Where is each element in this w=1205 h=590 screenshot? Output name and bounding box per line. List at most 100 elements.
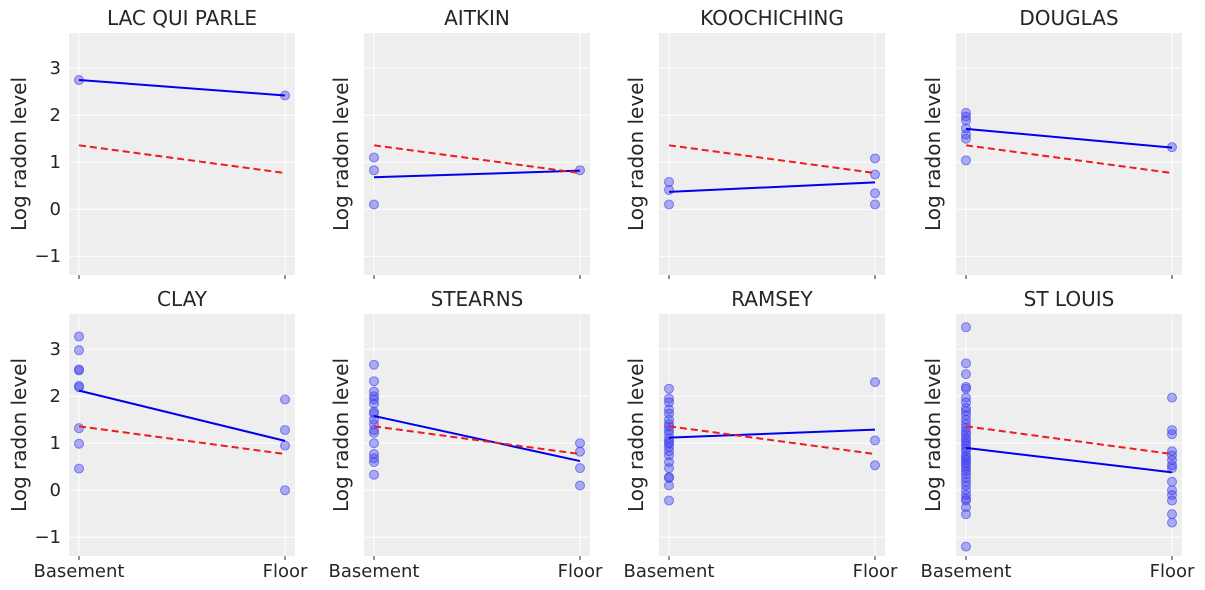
panel-6-xtick-basement: Basement bbox=[329, 561, 420, 582]
panel-7-background bbox=[659, 314, 885, 556]
panel-3-county-fit-line bbox=[668, 181, 876, 193]
panel-7-title: RAMSEY bbox=[731, 287, 813, 311]
panel-7-county-fit-line bbox=[668, 428, 876, 439]
panel-4-ylabel: Log radon level bbox=[921, 77, 945, 231]
panel-6-background bbox=[364, 314, 590, 556]
panel-4-point-basement bbox=[961, 111, 971, 122]
panel-3-point-floor bbox=[870, 188, 880, 199]
panel-1-county-fit-line bbox=[78, 78, 286, 97]
panel-5-point-floor bbox=[280, 425, 290, 436]
panel-5-point-basement bbox=[74, 331, 84, 342]
panel-2-county-fit-line bbox=[373, 169, 581, 179]
panel-7-point-basement bbox=[664, 433, 674, 444]
panel-2-title: AITKIN bbox=[444, 6, 510, 30]
panel-1-title: LAC QUI PARLE bbox=[107, 6, 257, 30]
panel-3-point-floor bbox=[870, 199, 880, 210]
panel-7-point-floor bbox=[870, 460, 880, 471]
panel-2-point-basement bbox=[369, 152, 379, 163]
panel-2-pooled-fit-line bbox=[373, 144, 581, 175]
panel-4-point-basement bbox=[961, 107, 971, 118]
panel-8-point-basement bbox=[961, 438, 971, 449]
panel-3-point-basement bbox=[664, 176, 674, 187]
panel-8-point-floor bbox=[1167, 509, 1177, 520]
panel-5-ytick-label: 3 bbox=[50, 339, 61, 360]
panel-1-ylabel: Log radon level bbox=[7, 77, 31, 231]
panel-8-xtick-basement: Basement bbox=[921, 561, 1012, 582]
panel-8-point-basement bbox=[961, 369, 971, 380]
panel-5-point-floor bbox=[280, 394, 290, 405]
panel-8-point-basement bbox=[961, 469, 971, 480]
panel-8-xtick-floor: Floor bbox=[1150, 561, 1195, 582]
panel-6-point-basement bbox=[369, 376, 379, 387]
panel-5-xtick-basement: Basement bbox=[34, 561, 125, 582]
panel-5-ytick-label: −1 bbox=[34, 527, 61, 548]
panel-7-point-basement bbox=[664, 425, 674, 436]
panel-5-point-basement bbox=[74, 423, 84, 434]
panel-7-point-basement bbox=[664, 463, 674, 474]
panel-6-point-basement bbox=[369, 469, 379, 480]
panel-5-xtick-floor: Floor bbox=[263, 561, 308, 582]
panel-1-ytick-label: 3 bbox=[50, 58, 61, 79]
panel-8-point-floor bbox=[1167, 429, 1177, 440]
panel-4-county-fit-line bbox=[965, 127, 1173, 149]
panel-7-point-floor bbox=[870, 435, 880, 446]
panel-5-ytick-label: 1 bbox=[50, 433, 61, 454]
panel-3-background bbox=[659, 33, 885, 275]
panel-5-point-basement bbox=[74, 345, 84, 356]
panel-2-ylabel: Log radon level bbox=[329, 77, 353, 231]
panel-1-ytick-label: 2 bbox=[50, 105, 61, 126]
panel-5-point-floor bbox=[280, 440, 290, 451]
panel-8-ylabel: Log radon level bbox=[921, 358, 945, 512]
panel-8-point-basement bbox=[961, 383, 971, 394]
panel-7-point-basement bbox=[664, 480, 674, 491]
panel-8-point-floor bbox=[1167, 495, 1177, 506]
panel-7-ylabel: Log radon level bbox=[624, 358, 648, 512]
panel-3-point-basement bbox=[664, 184, 674, 195]
panel-4-background bbox=[956, 33, 1182, 275]
panel-6-point-basement bbox=[369, 438, 379, 449]
panel-8-point-floor bbox=[1167, 489, 1177, 500]
panel-6-point-basement bbox=[369, 427, 379, 438]
panel-7-xtick-floor: Floor bbox=[853, 561, 898, 582]
panel-6-xtick-floor: Floor bbox=[558, 561, 603, 582]
panel-8-point-basement bbox=[961, 502, 971, 513]
panel-7-point-floor bbox=[870, 377, 880, 388]
panel-4-point-basement bbox=[961, 115, 971, 126]
panel-7-point-basement bbox=[664, 393, 674, 404]
panel-8-point-basement bbox=[961, 472, 971, 483]
panel-7-point-basement bbox=[664, 472, 674, 483]
panel-7-xtick-basement: Basement bbox=[624, 561, 715, 582]
panel-8-point-floor bbox=[1167, 392, 1177, 403]
panel-8-point-basement bbox=[961, 476, 971, 487]
panel-5-county-fit-line bbox=[78, 389, 286, 442]
panel-6-point-basement bbox=[369, 391, 379, 402]
panel-6-pooled-fit-line bbox=[373, 425, 581, 456]
panel-8-point-floor bbox=[1167, 476, 1177, 487]
panel-7-point-basement bbox=[664, 495, 674, 506]
panel-1-ytick-label: 1 bbox=[50, 152, 61, 173]
panel-5-ylabel: Log radon level bbox=[7, 358, 31, 512]
panel-8-point-basement bbox=[961, 406, 971, 417]
panel-3-point-floor bbox=[870, 153, 880, 164]
panel-8-background bbox=[956, 314, 1182, 556]
panel-7-point-basement bbox=[664, 383, 674, 394]
panel-8-point-basement bbox=[961, 435, 971, 446]
panel-3-point-basement bbox=[664, 199, 674, 210]
panel-7-pooled-fit-line bbox=[668, 425, 876, 456]
panel-2-point-basement bbox=[369, 199, 379, 210]
panel-3-title: KOOCHICHING bbox=[700, 6, 844, 30]
panel-8-point-floor bbox=[1167, 463, 1177, 474]
panel-5-point-basement bbox=[74, 365, 84, 376]
panel-8-county-fit-line bbox=[965, 446, 1173, 474]
panel-8-point-floor bbox=[1167, 460, 1177, 471]
panel-8-pooled-fit-line bbox=[965, 425, 1173, 456]
panel-5-ytick-label: 0 bbox=[50, 480, 61, 501]
panel-1-ytick-label: −1 bbox=[34, 246, 61, 267]
panel-4-title: DOUGLAS bbox=[1019, 6, 1118, 30]
panel-5-point-basement bbox=[74, 463, 84, 474]
panel-8-title: ST LOUIS bbox=[1024, 287, 1115, 311]
panel-8-point-basement bbox=[961, 322, 971, 333]
panel-8-point-basement bbox=[961, 509, 971, 520]
panel-8-point-basement bbox=[961, 465, 971, 476]
